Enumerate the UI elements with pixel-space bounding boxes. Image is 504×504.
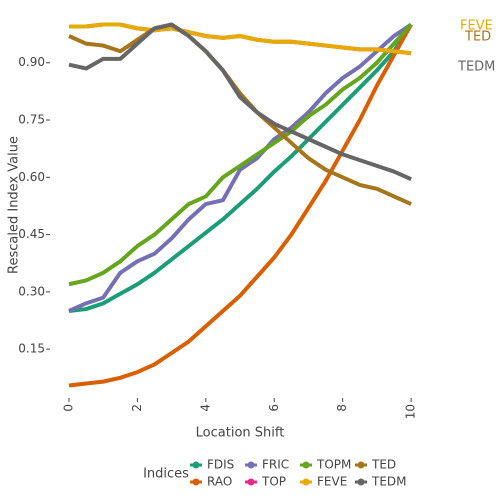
legend-swatch-dot [192, 478, 200, 486]
annotation: FEVE [460, 19, 493, 34]
y-tick-label: 0.45 [18, 227, 45, 241]
legend-label: TOPM [316, 458, 351, 472]
legend-label: RAO [207, 475, 232, 489]
y-tick-label: 0.75 [18, 113, 45, 127]
y-tick-label: 0.15 [18, 342, 45, 356]
legend-swatch-dot [192, 461, 200, 469]
legend-swatch-dot [247, 461, 255, 469]
x-tick-label: 6 [267, 404, 281, 412]
y-axis-title: Rescaled Index Value [7, 136, 22, 274]
legend-label: FRIC [262, 458, 289, 472]
series-line [68, 23, 413, 287]
y-tick-label: 0.30 [18, 284, 45, 298]
legend-swatch-dot [357, 461, 365, 469]
series-line [68, 22, 412, 206]
y-tick-label: 0.60 [18, 170, 45, 184]
legend-label: TED [371, 458, 396, 472]
series-line [68, 23, 413, 313]
legend-label: TEDM [371, 475, 407, 489]
series-line [68, 22, 412, 182]
y-tick-label: 0.90 [18, 55, 45, 69]
legend-label: FEVE [317, 475, 347, 489]
x-axis-title: Location Shift [196, 426, 285, 441]
series-line [68, 22, 412, 56]
x-tick-label: 10 [404, 404, 418, 419]
legend-title: Indices [143, 467, 189, 482]
legend-label: TOP [261, 475, 286, 489]
annotation: TED [464, 30, 491, 45]
legend-label: FDIS [207, 458, 234, 472]
legend-swatch-dot [302, 478, 310, 486]
x-tick-label: 4 [198, 404, 212, 412]
series-line [68, 23, 413, 388]
x-tick-label: 0 [61, 404, 75, 412]
legend-swatch-dot [247, 478, 255, 486]
x-tick-label: 8 [335, 404, 349, 412]
series-line [68, 22, 413, 313]
legend-swatch-dot [302, 461, 310, 469]
annotation: TEDM [457, 60, 495, 75]
x-tick-label: 2 [130, 404, 144, 412]
legend-swatch-dot [357, 478, 365, 486]
